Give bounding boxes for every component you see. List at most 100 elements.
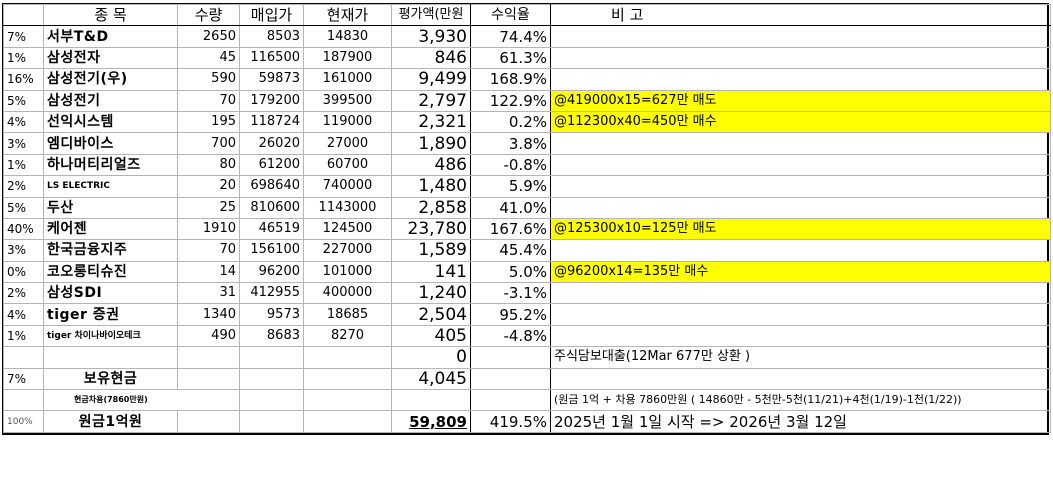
- stock-return[interactable]: -0.8%: [470, 153, 551, 177]
- header-pct[interactable]: [3, 3, 44, 27]
- stock-buy-price[interactable]: 9573: [239, 303, 304, 326]
- stock-current-price[interactable]: 27000: [303, 132, 392, 155]
- cell[interactable]: [43, 346, 178, 369]
- stock-quantity[interactable]: 590: [177, 68, 240, 91]
- stock-buy-price[interactable]: 59873: [239, 68, 304, 91]
- cash-value[interactable]: 4,045: [391, 367, 471, 391]
- stock-name[interactable]: LS ELECTRIC: [43, 175, 178, 198]
- stock-return[interactable]: -3.1%: [470, 282, 551, 305]
- stock-weight-pct[interactable]: 7%: [3, 25, 44, 48]
- stock-name[interactable]: 선익시스템: [43, 110, 178, 134]
- stock-quantity[interactable]: 45: [177, 46, 240, 70]
- cell[interactable]: [177, 346, 240, 369]
- stock-name[interactable]: 삼성SDI: [43, 282, 178, 305]
- stock-weight-pct[interactable]: 2%: [3, 282, 44, 305]
- stock-quantity[interactable]: 14: [177, 260, 240, 284]
- stock-valuation[interactable]: 2,321: [391, 110, 471, 134]
- header-cur[interactable]: 현재가: [303, 3, 392, 27]
- stock-return[interactable]: 41.0%: [470, 196, 551, 219]
- stock-return[interactable]: 5.9%: [470, 175, 551, 198]
- stock-current-price[interactable]: 18685: [303, 303, 392, 326]
- stock-weight-pct[interactable]: 1%: [3, 153, 44, 177]
- cell[interactable]: [303, 346, 392, 369]
- stock-valuation[interactable]: 2,858: [391, 196, 471, 219]
- header-buy[interactable]: 매입가: [239, 3, 304, 27]
- stock-current-price[interactable]: 8270: [303, 324, 392, 348]
- stock-weight-pct[interactable]: 1%: [3, 324, 44, 348]
- stock-weight-pct[interactable]: 40%: [3, 217, 44, 241]
- stock-return[interactable]: 95.2%: [470, 303, 551, 326]
- cash-label[interactable]: 보유현금: [43, 367, 178, 391]
- cell[interactable]: [3, 346, 44, 369]
- header-note[interactable]: 비 고: [550, 3, 1051, 27]
- stock-note[interactable]: [550, 324, 1051, 348]
- stock-note[interactable]: [550, 303, 1051, 326]
- stock-buy-price[interactable]: 8683: [239, 324, 304, 348]
- stock-weight-pct[interactable]: 3%: [3, 132, 44, 155]
- cell[interactable]: [550, 367, 1051, 391]
- cell[interactable]: [303, 367, 392, 391]
- stock-return[interactable]: -4.8%: [470, 324, 551, 348]
- stock-weight-pct[interactable]: 1%: [3, 46, 44, 70]
- stock-quantity[interactable]: 25: [177, 196, 240, 219]
- stock-current-price[interactable]: 400000: [303, 282, 392, 305]
- stock-valuation[interactable]: 2,797: [391, 89, 471, 112]
- stock-current-price[interactable]: 60700: [303, 153, 392, 177]
- stock-buy-price[interactable]: 26020: [239, 132, 304, 155]
- stock-valuation[interactable]: 405: [391, 324, 471, 348]
- stock-return[interactable]: 3.8%: [470, 132, 551, 155]
- stock-current-price[interactable]: 101000: [303, 260, 392, 284]
- stock-note[interactable]: @96200x14=135만 매수: [550, 260, 1051, 284]
- stock-return[interactable]: 5.0%: [470, 260, 551, 284]
- stock-name[interactable]: 케어젠: [43, 217, 178, 241]
- stock-buy-price[interactable]: 8503: [239, 25, 304, 48]
- stock-quantity[interactable]: 20: [177, 175, 240, 198]
- stock-name[interactable]: tiger 증권: [43, 303, 178, 326]
- stock-current-price[interactable]: 161000: [303, 68, 392, 91]
- stock-valuation[interactable]: 1,890: [391, 132, 471, 155]
- stock-valuation[interactable]: 3,930: [391, 25, 471, 48]
- stock-note[interactable]: @125300x10=125만 매도: [550, 217, 1051, 241]
- stock-quantity[interactable]: 2650: [177, 25, 240, 48]
- cell[interactable]: [470, 346, 551, 369]
- stock-weight-pct[interactable]: 4%: [3, 303, 44, 326]
- cell[interactable]: [177, 367, 240, 391]
- stock-note[interactable]: [550, 239, 1051, 262]
- total-pct[interactable]: 100%: [3, 410, 44, 433]
- total-value[interactable]: 59,809: [391, 410, 471, 433]
- stock-note[interactable]: [550, 46, 1051, 70]
- total-note[interactable]: 2025년 1월 1일 시작 => 2026년 3월 12일: [550, 410, 1051, 433]
- stock-current-price[interactable]: 187900: [303, 46, 392, 70]
- stock-weight-pct[interactable]: 5%: [3, 89, 44, 112]
- cell[interactable]: [3, 389, 44, 412]
- cell[interactable]: [303, 410, 392, 433]
- stock-valuation[interactable]: 486: [391, 153, 471, 177]
- cell[interactable]: [391, 389, 471, 412]
- stock-note[interactable]: [550, 282, 1051, 305]
- cell[interactable]: [470, 367, 551, 391]
- stock-quantity[interactable]: 80: [177, 153, 240, 177]
- stock-weight-pct[interactable]: 4%: [3, 110, 44, 134]
- stock-buy-price[interactable]: 698640: [239, 175, 304, 198]
- stock-note[interactable]: @112300x40=450만 매수: [550, 110, 1051, 134]
- stock-name[interactable]: 한국금융지주: [43, 239, 178, 262]
- stock-quantity[interactable]: 70: [177, 239, 240, 262]
- loan-note[interactable]: 주식담보대출(12Mar 677만 상환 ): [550, 346, 1051, 369]
- stock-name[interactable]: 엠디바이스: [43, 132, 178, 155]
- stock-valuation[interactable]: 141: [391, 260, 471, 284]
- stock-name[interactable]: 코오롱티슈진: [43, 260, 178, 284]
- cash-pct[interactable]: 7%: [3, 367, 44, 391]
- header-val[interactable]: 평가액(만원: [391, 3, 471, 27]
- stock-note[interactable]: [550, 153, 1051, 177]
- stock-buy-price[interactable]: 156100: [239, 239, 304, 262]
- stock-weight-pct[interactable]: 2%: [3, 175, 44, 198]
- stock-note[interactable]: @419000x15=627만 매도: [550, 89, 1051, 112]
- stock-current-price[interactable]: 740000: [303, 175, 392, 198]
- stock-quantity[interactable]: 1340: [177, 303, 240, 326]
- stock-name[interactable]: 삼성전자: [43, 46, 178, 70]
- stock-note[interactable]: [550, 132, 1051, 155]
- stock-current-price[interactable]: 119000: [303, 110, 392, 134]
- stock-current-price[interactable]: 399500: [303, 89, 392, 112]
- stock-return[interactable]: 74.4%: [470, 25, 551, 48]
- stock-name[interactable]: 삼성전기: [43, 89, 178, 112]
